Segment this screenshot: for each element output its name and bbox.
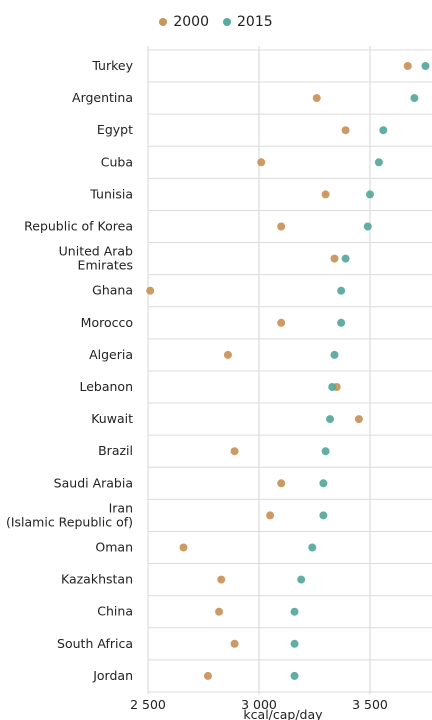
category-label-line: Morocco xyxy=(81,315,133,330)
legend-label-2015: 2015 xyxy=(237,14,273,30)
category-label-0: Turkey xyxy=(91,58,133,73)
point-2000-2 xyxy=(341,126,350,135)
point-2015-10 xyxy=(328,383,337,391)
category-label-13: Saudi Arabia xyxy=(54,475,133,490)
category-label-3: Cuba xyxy=(101,154,133,169)
category-label-8: Morocco xyxy=(81,315,133,330)
legend-marker-2015 xyxy=(223,18,231,26)
point-2000-5 xyxy=(277,222,286,231)
category-label-6: United Arab Emirates xyxy=(59,244,133,273)
point-2015-19 xyxy=(290,671,299,680)
legend-marker-2000 xyxy=(159,18,168,26)
point-2015-16 xyxy=(297,575,306,584)
category-label-2: Egypt xyxy=(97,122,133,137)
point-2015-2 xyxy=(379,126,388,135)
point-2015-3 xyxy=(374,158,383,167)
category-label-line: Kazakhstan xyxy=(61,572,133,587)
point-2000-18 xyxy=(230,639,239,648)
point-2015-4 xyxy=(366,190,374,199)
point-2000-11 xyxy=(354,415,363,424)
category-label-10: Lebanon xyxy=(79,379,133,394)
legend-label-2000: 2000 xyxy=(173,14,209,30)
category-label-17: China xyxy=(97,604,133,619)
category-label-line: Iran xyxy=(109,500,133,515)
point-2015-13 xyxy=(319,479,328,488)
category-label-4: Tunisia xyxy=(89,186,133,201)
category-label-line: United Arab xyxy=(59,244,133,259)
point-2000-14 xyxy=(266,511,275,520)
category-label-line: Tunisia xyxy=(89,186,133,201)
point-2000-4 xyxy=(321,190,330,199)
category-label-line: Turkey xyxy=(91,58,133,73)
category-label-16: Kazakhstan xyxy=(61,572,133,587)
category-label-5: Republic of Korea xyxy=(24,219,133,234)
point-2015-11 xyxy=(326,415,335,424)
category-label-line: Algeria xyxy=(89,347,133,362)
category-label-9: Algeria xyxy=(89,347,133,362)
x-tick-label-2: 3 500 xyxy=(352,697,388,712)
point-2015-14 xyxy=(319,511,328,520)
category-label-line: South Africa xyxy=(57,636,133,651)
category-label-line: Argentina xyxy=(72,90,133,105)
point-2000-3 xyxy=(257,158,266,167)
category-label-line: Kuwait xyxy=(91,411,133,426)
point-2015-12 xyxy=(321,447,330,456)
category-label-line: Brazil xyxy=(98,443,133,458)
category-label-14: Iran (Islamic Republic of) xyxy=(6,500,133,529)
point-2000-17 xyxy=(215,607,224,616)
x-tick-label-1: 3 000 xyxy=(241,697,277,712)
point-2015-1 xyxy=(410,94,419,103)
category-label-line: China xyxy=(97,604,133,619)
point-2000-6 xyxy=(330,254,339,263)
category-label-line: Egypt xyxy=(97,122,133,137)
category-label-18: South Africa xyxy=(57,636,133,651)
point-2000-9 xyxy=(223,350,232,359)
point-2015-6 xyxy=(341,254,350,263)
category-label-line: (Islamic Republic of) xyxy=(6,514,133,529)
category-label-line: Republic of Korea xyxy=(24,219,133,234)
category-label-7: Ghana xyxy=(92,283,133,298)
category-label-12: Brazil xyxy=(98,443,133,458)
legend-item-2000[interactable]: 2000 xyxy=(159,14,209,30)
point-2015-17 xyxy=(290,607,299,616)
category-label-line: Saudi Arabia xyxy=(54,475,133,490)
category-label-1: Argentina xyxy=(72,90,133,105)
point-2015-5 xyxy=(363,222,372,231)
point-2015-9 xyxy=(330,350,339,359)
category-label-line: Lebanon xyxy=(79,379,133,394)
legend: 2000 2015 xyxy=(0,14,432,30)
point-2015-15 xyxy=(308,543,317,552)
point-2015-8 xyxy=(337,318,346,327)
point-2000-15 xyxy=(179,543,188,552)
category-label-line: Emirates xyxy=(78,258,133,273)
point-2015-0 xyxy=(421,62,430,70)
category-label-15: Oman xyxy=(95,540,133,555)
legend-item-2015[interactable]: 2015 xyxy=(223,14,273,30)
point-2000-8 xyxy=(277,318,286,327)
category-label-line: Oman xyxy=(95,540,133,555)
category-label-line: Ghana xyxy=(92,283,133,298)
point-2000-16 xyxy=(217,575,226,584)
point-2015-7 xyxy=(337,286,346,295)
point-2000-0 xyxy=(403,62,412,70)
point-2000-19 xyxy=(203,671,212,680)
category-label-line: Jordan xyxy=(92,668,133,683)
point-2000-7 xyxy=(146,286,155,295)
point-2000-13 xyxy=(277,479,286,488)
x-axis-title: kcal/cap/day xyxy=(243,707,323,720)
category-label-11: Kuwait xyxy=(91,411,133,426)
point-2000-12 xyxy=(230,447,239,456)
point-2000-1 xyxy=(312,94,321,103)
point-2015-18 xyxy=(290,639,299,648)
category-label-line: Cuba xyxy=(101,154,133,169)
x-tick-label-0: 2 500 xyxy=(130,697,166,712)
category-label-19: Jordan xyxy=(92,668,133,683)
